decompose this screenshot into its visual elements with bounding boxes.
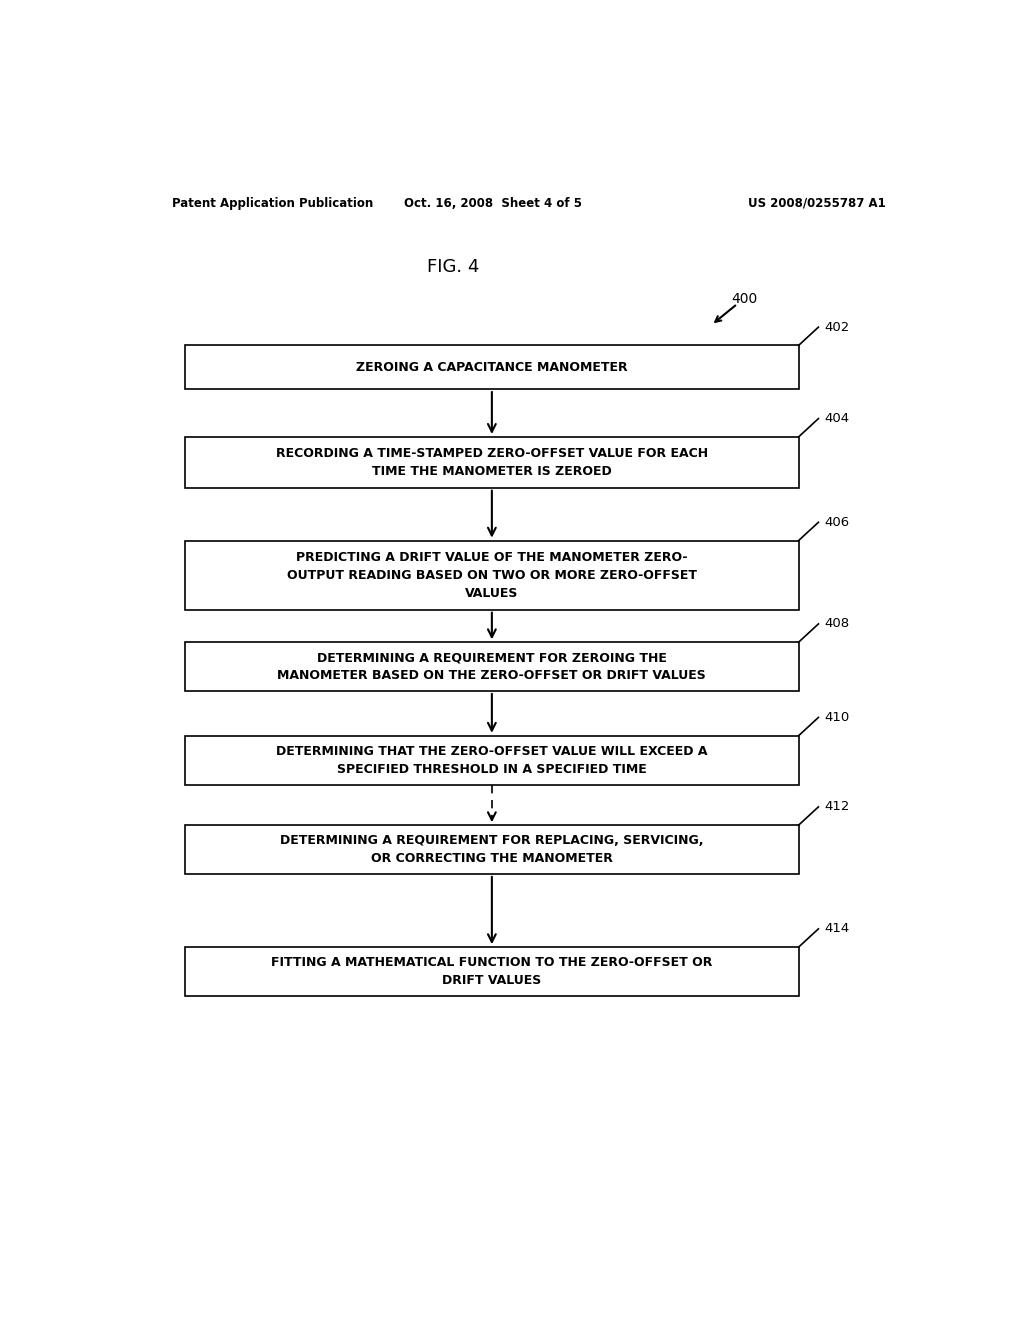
Text: 402: 402	[824, 321, 850, 334]
Text: 404: 404	[824, 412, 850, 425]
Text: Oct. 16, 2008  Sheet 4 of 5: Oct. 16, 2008 Sheet 4 of 5	[404, 197, 582, 210]
Text: 408: 408	[824, 618, 850, 631]
Text: 410: 410	[824, 711, 850, 723]
Text: DETERMINING A REQUIREMENT FOR ZEROING THE
MANOMETER BASED ON THE ZERO-OFFSET OR : DETERMINING A REQUIREMENT FOR ZEROING TH…	[278, 651, 707, 682]
FancyBboxPatch shape	[185, 735, 799, 784]
Text: 400: 400	[731, 292, 758, 306]
Text: PREDICTING A DRIFT VALUE OF THE MANOMETER ZERO-
OUTPUT READING BASED ON TWO OR M: PREDICTING A DRIFT VALUE OF THE MANOMETE…	[287, 550, 697, 599]
FancyBboxPatch shape	[185, 437, 799, 487]
FancyBboxPatch shape	[185, 346, 799, 389]
Text: 406: 406	[824, 516, 850, 529]
Text: 414: 414	[824, 923, 850, 936]
Text: Patent Application Publication: Patent Application Publication	[172, 197, 373, 210]
Text: DETERMINING A REQUIREMENT FOR REPLACING, SERVICING,
OR CORRECTING THE MANOMETER: DETERMINING A REQUIREMENT FOR REPLACING,…	[281, 834, 703, 865]
Text: RECORDING A TIME-STAMPED ZERO-OFFSET VALUE FOR EACH
TIME THE MANOMETER IS ZEROED: RECORDING A TIME-STAMPED ZERO-OFFSET VAL…	[275, 446, 708, 478]
Text: ZEROING A CAPACITANCE MANOMETER: ZEROING A CAPACITANCE MANOMETER	[356, 360, 628, 374]
FancyBboxPatch shape	[185, 948, 799, 995]
FancyBboxPatch shape	[185, 825, 799, 874]
Text: 412: 412	[824, 800, 850, 813]
FancyBboxPatch shape	[185, 643, 799, 690]
Text: FIG. 4: FIG. 4	[427, 259, 479, 276]
Text: US 2008/0255787 A1: US 2008/0255787 A1	[749, 197, 886, 210]
Text: FITTING A MATHEMATICAL FUNCTION TO THE ZERO-OFFSET OR
DRIFT VALUES: FITTING A MATHEMATICAL FUNCTION TO THE Z…	[271, 956, 713, 987]
Text: DETERMINING THAT THE ZERO-OFFSET VALUE WILL EXCEED A
SPECIFIED THRESHOLD IN A SP: DETERMINING THAT THE ZERO-OFFSET VALUE W…	[276, 744, 708, 776]
FancyBboxPatch shape	[185, 541, 799, 610]
